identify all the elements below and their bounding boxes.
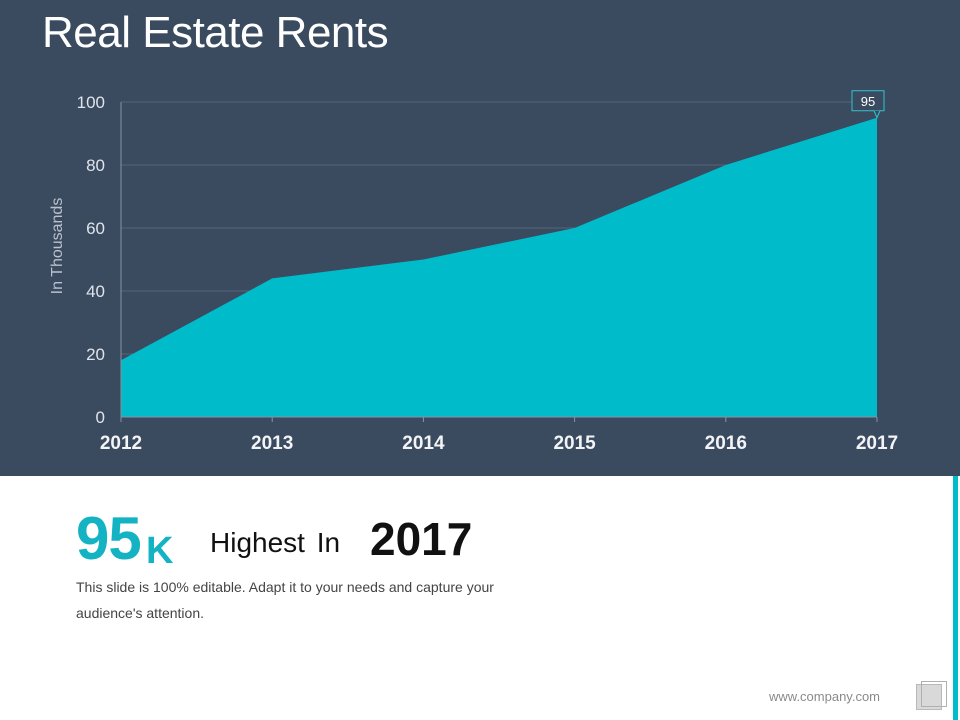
slide-title: Real Estate Rents — [42, 8, 389, 57]
y-tick-label: 60 — [86, 219, 105, 238]
stat-year: 2017 — [370, 513, 473, 565]
y-tick-label: 40 — [86, 282, 105, 301]
x-tick-labels: 2012 2013 2014 2015 2016 2017 — [100, 433, 898, 454]
y-tick-labels: 0 20 40 60 80 100 — [77, 93, 105, 427]
y-tick-label: 0 — [96, 408, 105, 427]
y-tick-label: 80 — [86, 156, 105, 175]
x-tick-label: 2014 — [402, 433, 445, 454]
data-label-box — [851, 90, 885, 112]
area-series — [121, 117, 877, 417]
stat-value: 95 — [76, 505, 142, 572]
page-corner-icon — [916, 681, 947, 710]
stat-unit: K — [146, 530, 174, 572]
x-tick-label: 2017 — [856, 433, 898, 454]
stat-text: Highest In — [210, 527, 341, 558]
y-tick-label: 20 — [86, 345, 105, 364]
highlight-stat: 95 K Highest In 2017 — [76, 500, 776, 580]
area-chart: 0 20 40 60 80 100 2012 2013 2014 2015 2016 2017 In… — [49, 90, 898, 454]
accent-bar — [953, 476, 958, 720]
y-tick-label: 100 — [77, 93, 105, 112]
data-label-pointer — [873, 110, 881, 120]
x-tick-label: 2013 — [251, 433, 293, 454]
description-text: This slide is 100% editable. Adapt it to… — [76, 579, 494, 621]
footer-url: www.company.com — [769, 689, 881, 704]
data-label: 95 — [861, 94, 875, 109]
data-labels: 95 — [851, 90, 885, 120]
x-tick-label: 2015 — [553, 433, 596, 454]
x-tick-label: 2012 — [100, 433, 142, 454]
y-axis-label: In Thousands — [49, 198, 66, 295]
x-tick-label: 2016 — [705, 433, 747, 454]
chart-axes — [120, 102, 878, 422]
